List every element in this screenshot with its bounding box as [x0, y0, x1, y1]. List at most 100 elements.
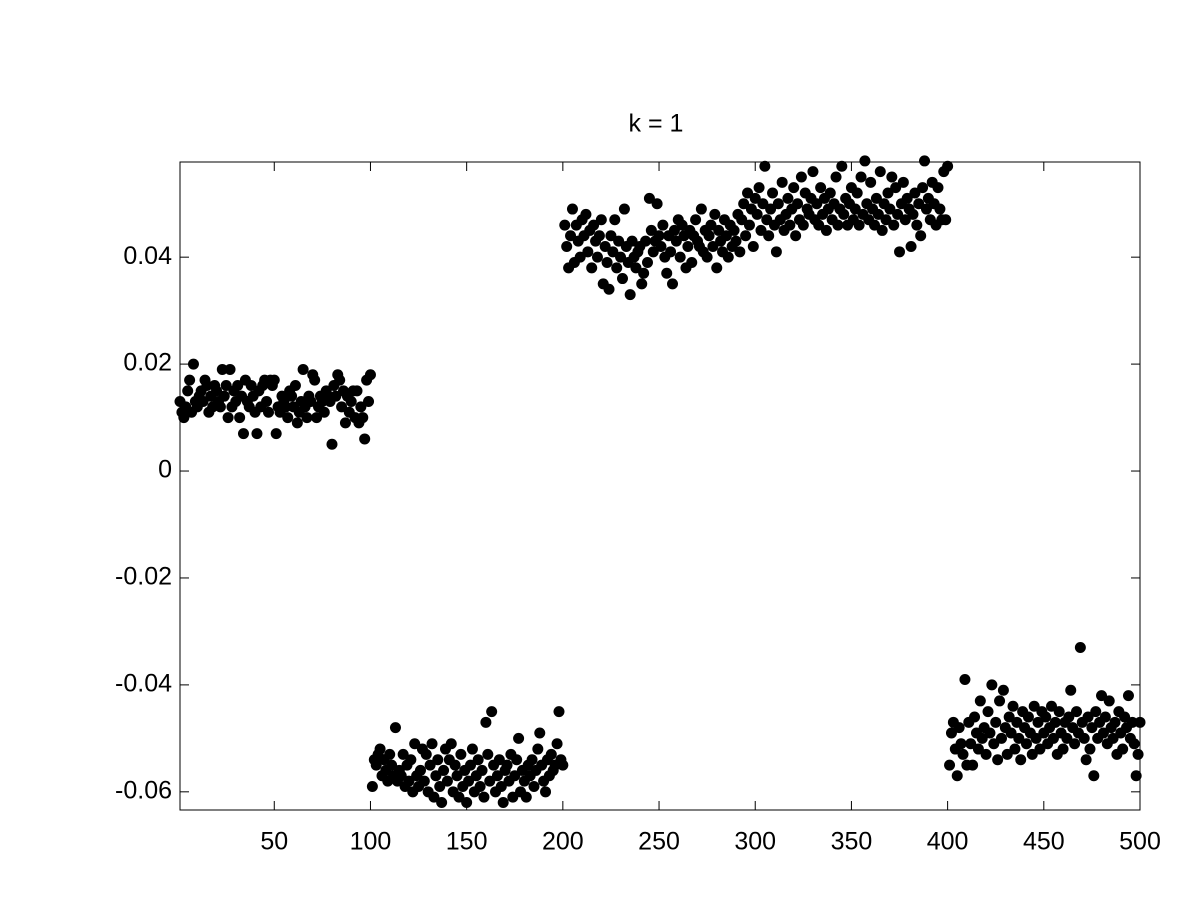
scatter-point	[1097, 727, 1109, 739]
scatter-point	[909, 187, 921, 199]
x-tick-label: 300	[734, 828, 776, 856]
scatter-point	[988, 738, 1000, 750]
scatter-point	[374, 743, 386, 755]
scatter-point	[892, 208, 904, 220]
scatter-point	[807, 166, 819, 178]
scatter-point	[1099, 711, 1111, 723]
scatter-point	[1009, 743, 1021, 755]
scatter-point	[420, 748, 432, 760]
scatter-point	[994, 695, 1006, 707]
scatter-point	[907, 208, 919, 220]
scatter-point	[753, 182, 765, 194]
scatter-point	[237, 428, 249, 440]
scatter-point	[707, 240, 719, 252]
scatter-point	[749, 192, 761, 204]
x-tick-label: 400	[927, 828, 969, 856]
scatter-point	[855, 171, 867, 183]
scatter-point	[282, 412, 294, 424]
scatter-point	[636, 278, 648, 290]
chart-title: k = 1	[629, 110, 684, 138]
scatter-point	[280, 401, 292, 413]
scatter-point	[409, 738, 421, 750]
scatter-point	[1015, 754, 1027, 766]
scatter-point	[1126, 716, 1138, 728]
scatter-point	[245, 379, 257, 391]
scatter-point	[553, 706, 565, 718]
scatter-point	[463, 775, 475, 787]
scatter-point	[761, 214, 773, 226]
scatter-point	[849, 203, 861, 215]
scatter-point	[528, 780, 540, 792]
scatter-point	[624, 289, 636, 301]
scatter-point	[403, 775, 415, 787]
scatter-point	[795, 171, 807, 183]
scatter-point	[992, 754, 1004, 766]
scatter-point	[1003, 711, 1015, 723]
scatter-point	[455, 748, 467, 760]
scatter-point	[1061, 732, 1073, 744]
y-tick-label: -0.04	[115, 670, 172, 698]
scatter-point	[603, 283, 615, 295]
scatter-point	[944, 759, 956, 771]
scatter-point	[434, 780, 446, 792]
scatter-point	[740, 230, 752, 242]
scatter-point	[990, 716, 1002, 728]
scatter-point	[491, 770, 503, 782]
scatter-point	[534, 727, 546, 739]
scatter-point	[405, 754, 417, 766]
scatter-point	[886, 171, 898, 183]
scatter-point	[953, 722, 965, 734]
scatter-point	[957, 748, 969, 760]
scatter-point	[767, 187, 779, 199]
scatter-point	[311, 412, 323, 424]
scatter-point	[853, 219, 865, 231]
y-tick-label: -0.06	[115, 776, 172, 804]
scatter-point	[836, 160, 848, 172]
scatter-point	[441, 775, 453, 787]
scatter-point	[1049, 716, 1061, 728]
scatter-point	[888, 219, 900, 231]
scatter-point	[638, 267, 650, 279]
scatter-point	[728, 224, 740, 236]
scatter-point	[613, 235, 625, 247]
scatter-point	[851, 187, 863, 199]
scatter-point	[336, 401, 348, 413]
scatter-point	[540, 786, 552, 798]
scatter-point	[676, 219, 688, 231]
scatter-point	[1103, 695, 1115, 707]
scatter-point	[653, 230, 665, 242]
scatter-point	[703, 230, 715, 242]
scatter-point	[428, 791, 440, 803]
scatter-point	[1026, 748, 1038, 760]
scatter-point	[913, 198, 925, 210]
scatter-point	[830, 171, 842, 183]
scatter-point	[894, 246, 906, 258]
scatter-point	[713, 224, 725, 236]
scatter-point	[813, 219, 825, 231]
scatter-point	[865, 176, 877, 188]
scatter-point	[1132, 748, 1144, 760]
scatter-point	[940, 214, 952, 226]
scatter-point	[588, 219, 600, 231]
scatter-point	[788, 182, 800, 194]
scatter-point	[1030, 732, 1042, 744]
scatter-point	[1053, 706, 1065, 718]
scatter-point	[359, 433, 371, 445]
scatter-point	[586, 262, 598, 274]
scatter-point	[942, 160, 954, 172]
scatter-point	[626, 235, 638, 247]
scatter-point	[197, 396, 209, 408]
scatter-point	[743, 219, 755, 231]
scatter-point	[932, 182, 944, 194]
scatter-point	[772, 198, 784, 210]
x-tick-label: 450	[1023, 828, 1065, 856]
scatter-point	[430, 770, 442, 782]
scatter-point	[436, 797, 448, 809]
scatter-point	[651, 198, 663, 210]
x-tick-label: 100	[350, 828, 392, 856]
scatter-point	[976, 732, 988, 744]
scatter-point	[453, 791, 465, 803]
scatter-point	[640, 235, 652, 247]
